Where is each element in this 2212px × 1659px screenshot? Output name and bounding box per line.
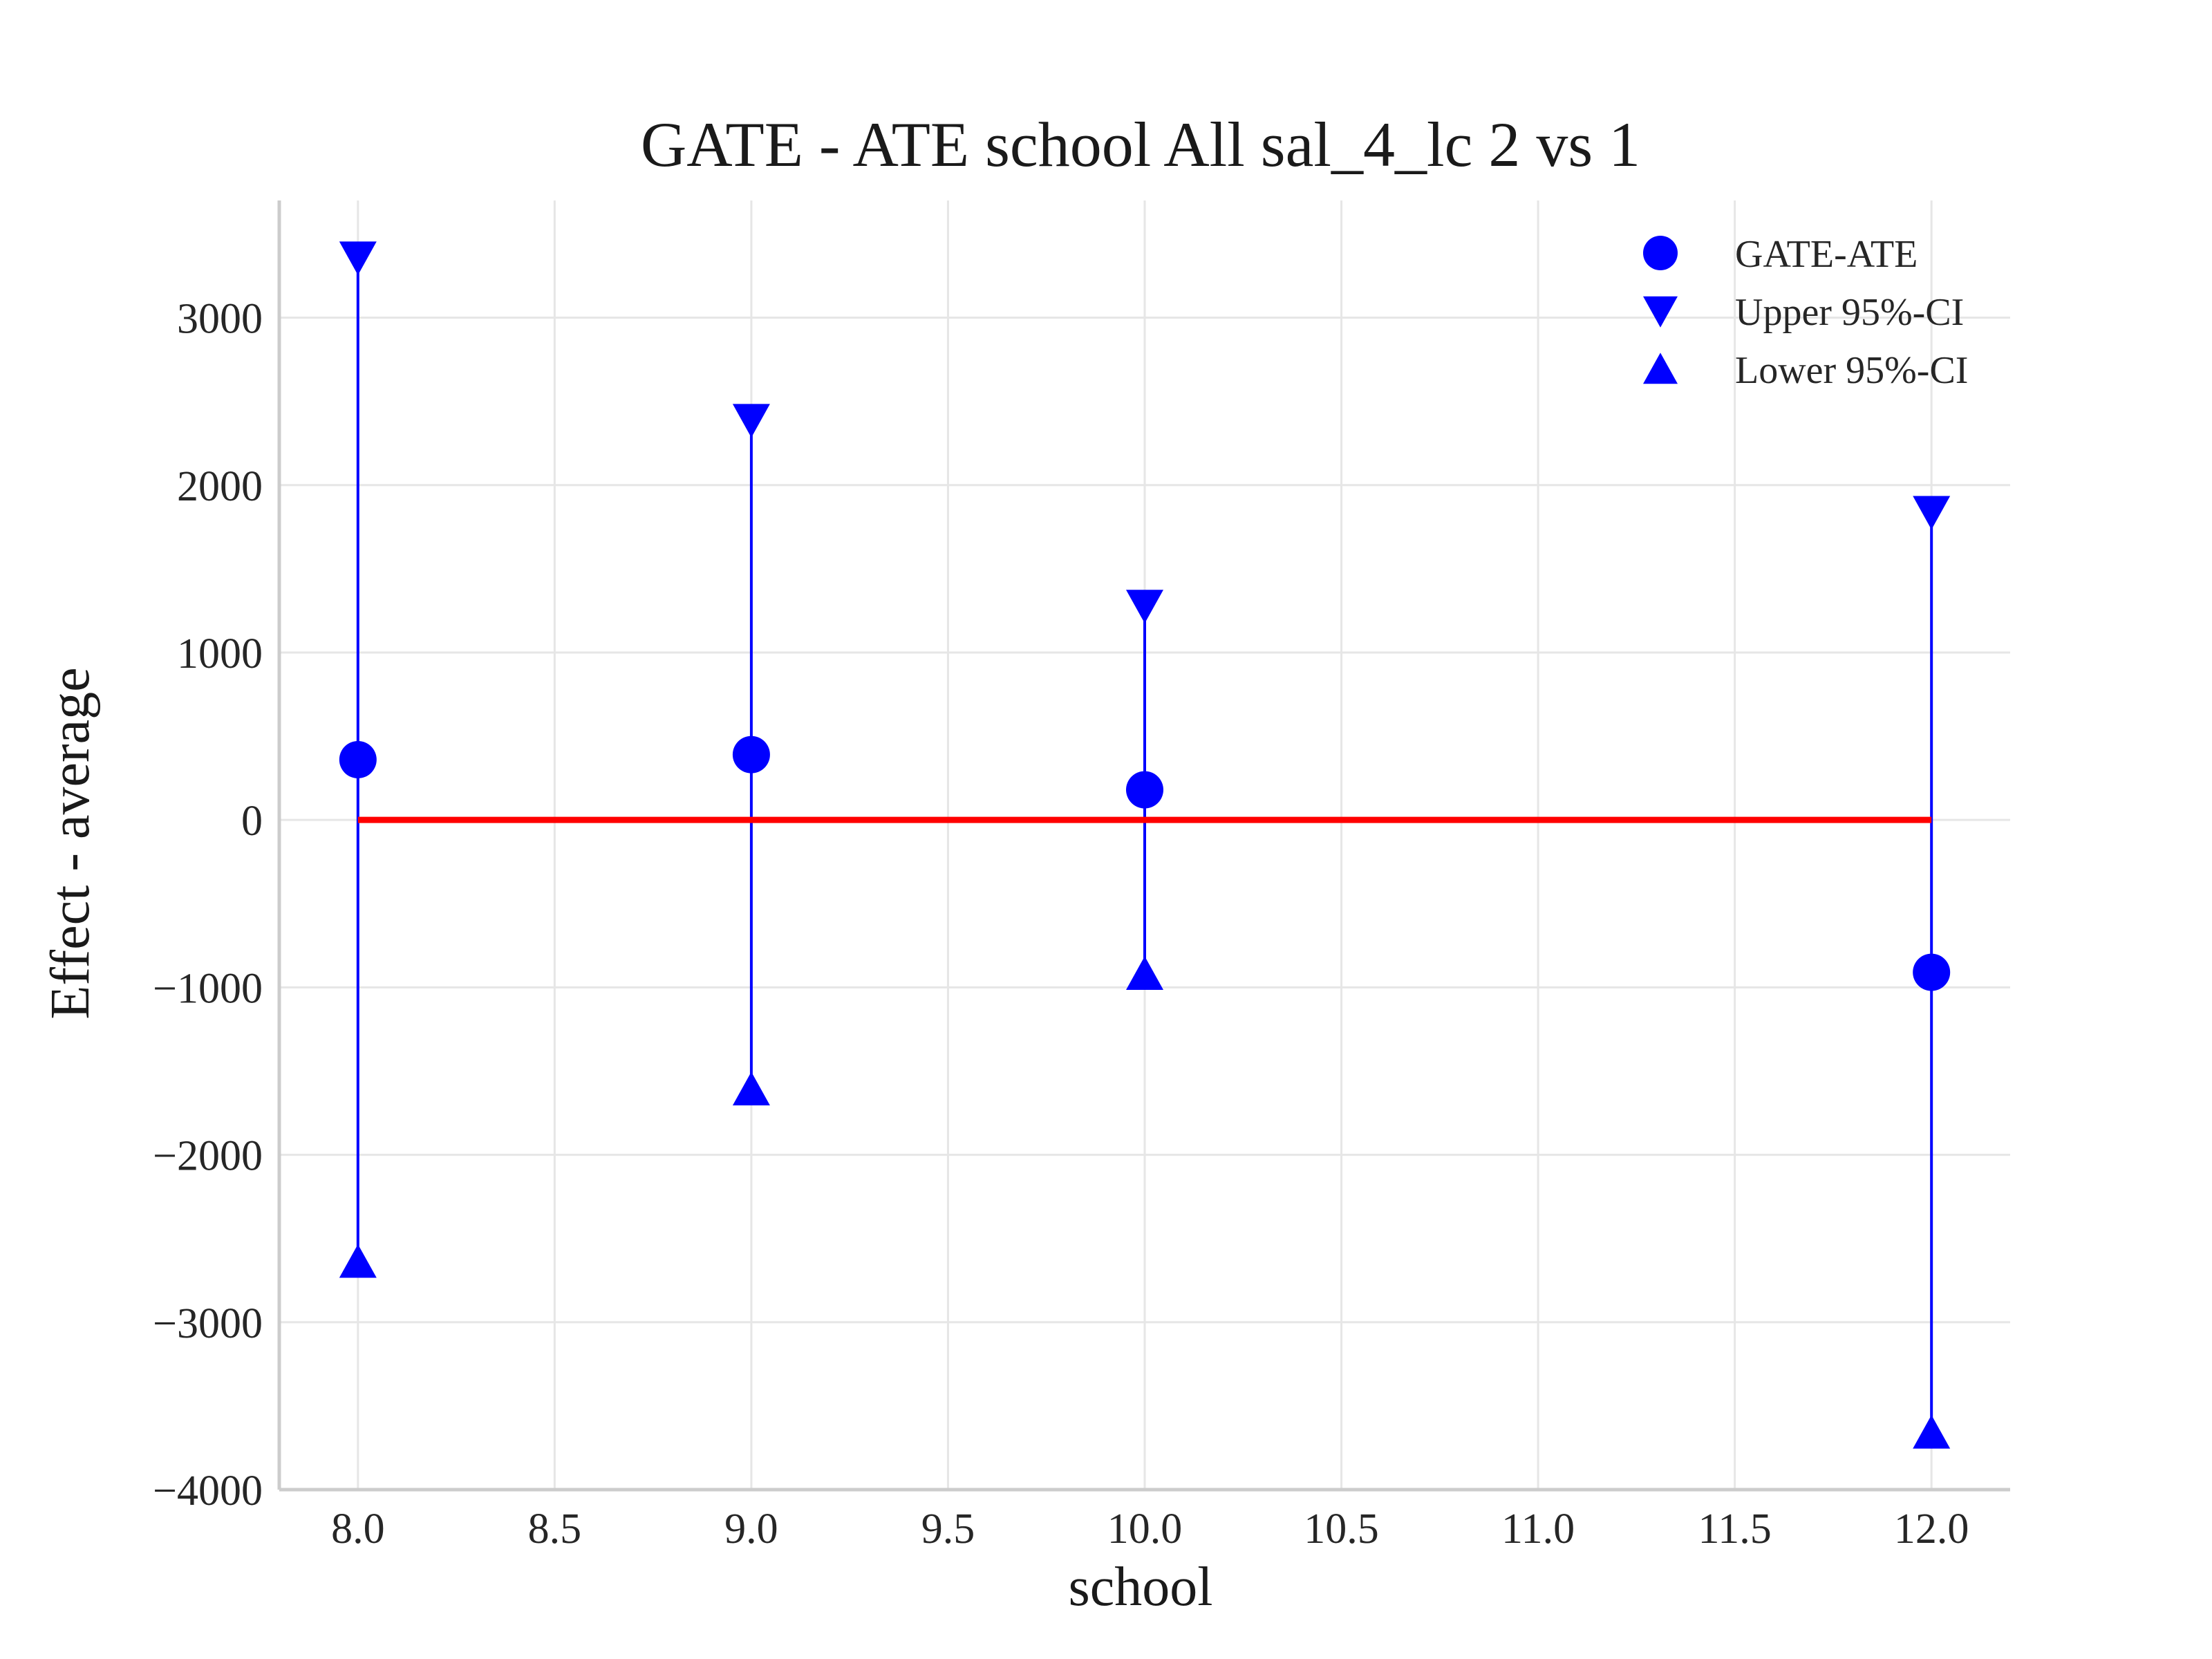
plot-area: [339, 241, 1951, 1449]
upper-ci-point: [339, 241, 377, 276]
x-tick-label: 10.5: [1304, 1506, 1379, 1553]
legend-label-1: Upper 95%-CI: [1735, 291, 1964, 334]
y-tick-label: 1000: [177, 630, 263, 677]
lower-ci-point: [1126, 956, 1163, 990]
axes: [277, 200, 2010, 1492]
legend: GATE-ATE Upper 95%-CI Lower 95%-CI: [1643, 233, 1968, 392]
x-tick-label: 9.5: [921, 1506, 975, 1553]
upper-ci-point: [1913, 496, 1951, 530]
y-tick-label: −1000: [153, 965, 263, 1012]
legend-label-2: Lower 95%-CI: [1735, 349, 1968, 392]
y-tick-label: −4000: [153, 1468, 263, 1515]
x-tick-label: 9.0: [724, 1506, 778, 1553]
x-tick-label: 11.0: [1501, 1506, 1575, 1553]
x-tick-label: 12.0: [1894, 1506, 1969, 1553]
lower-ci-point: [339, 1244, 377, 1278]
gate-ate-point: [1126, 771, 1163, 809]
lower-ci-point: [1913, 1414, 1951, 1449]
x-tick-label: 8.0: [331, 1506, 385, 1553]
legend-marker-1: [1643, 296, 1678, 328]
y-tick-labels: −4000 −3000 −2000 −1000 0 1000 2000 3000: [153, 296, 263, 1515]
legend-marker-0: [1643, 236, 1678, 270]
chart-title: GATE - ATE school All sal_4_lc 2 vs 1: [641, 109, 1640, 180]
gate-ate-point: [339, 740, 377, 778]
gate-ate-point: [732, 735, 770, 774]
y-axis-label: Effect - average: [40, 667, 101, 1019]
y-tick-label: 3000: [177, 296, 263, 343]
x-tick-label: 11.5: [1698, 1506, 1772, 1553]
y-tick-label: −2000: [153, 1133, 263, 1180]
y-tick-label: 2000: [177, 463, 263, 510]
x-tick-label: 8.5: [528, 1506, 582, 1553]
x-tick-label: 10.0: [1107, 1506, 1183, 1553]
x-tick-labels: 8.0 8.5 9.0 9.5 10.0 10.5 11.0 11.5 12.0: [331, 1506, 1969, 1553]
x-axis-label: school: [1069, 1557, 1213, 1618]
lower-ci-point: [732, 1071, 770, 1106]
y-tick-label: −3000: [153, 1300, 263, 1347]
legend-marker-2: [1643, 353, 1678, 384]
legend-label-0: GATE-ATE: [1735, 233, 1918, 276]
y-tick-label: 0: [241, 798, 263, 845]
gate-ate-point: [1913, 953, 1951, 991]
upper-ci-point: [732, 404, 770, 438]
upper-ci-point: [1126, 590, 1163, 624]
